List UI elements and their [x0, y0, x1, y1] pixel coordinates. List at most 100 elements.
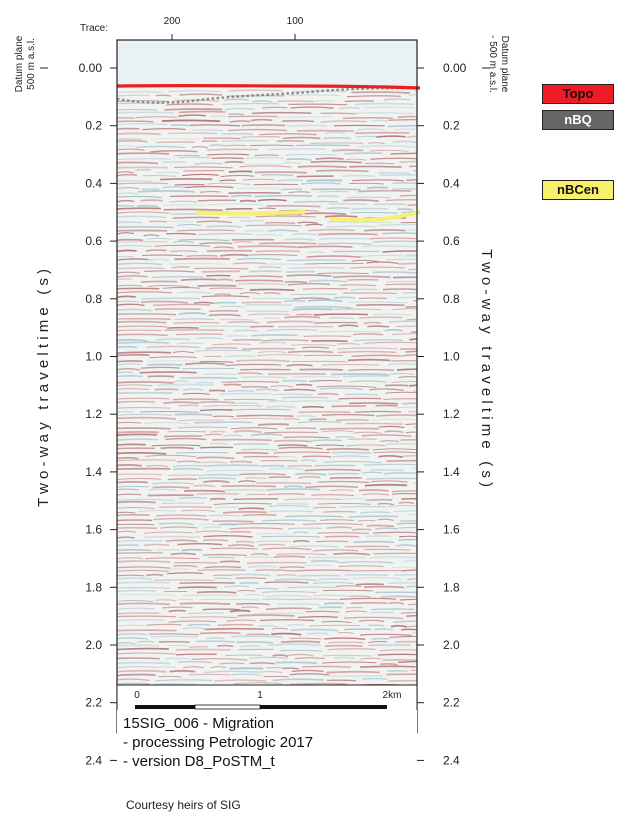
- seismic-reflector: [370, 157, 417, 160]
- seismic-reflector: [117, 607, 155, 610]
- seismic-reflector: [349, 212, 398, 214]
- seismic-reflector: [189, 124, 240, 127]
- seismic-reflector: [145, 557, 200, 560]
- seismic-reflector: [382, 659, 417, 662]
- seismic-reflector: [219, 305, 245, 308]
- seismic-reflector: [178, 238, 230, 242]
- seismic-reflector: [235, 452, 269, 455]
- seismic-reflector: [189, 646, 209, 648]
- seismic-reflector: [241, 347, 295, 351]
- seismic-reflector: [402, 292, 417, 294]
- seismic-reflector: [317, 272, 369, 275]
- seismic-reflector: [223, 383, 242, 386]
- seismic-reflector: [117, 666, 157, 669]
- seismic-reflector: [299, 368, 344, 371]
- seismic-reflector: [357, 519, 376, 522]
- seismic-reflector: [199, 190, 221, 193]
- seismic-reflector: [416, 208, 417, 211]
- seismic-reflector: [172, 351, 195, 354]
- seismic-reflector: [377, 503, 394, 506]
- seismic-reflector: [182, 388, 204, 391]
- seismic-reflector: [220, 175, 255, 178]
- seismic-reflector: [163, 401, 199, 404]
- seismic-reflector: [309, 418, 327, 421]
- seismic-reflector: [296, 383, 313, 387]
- seismic-reflector: [369, 556, 417, 559]
- seismic-reflector: [272, 678, 324, 682]
- seismic-reflector: [117, 652, 177, 655]
- seismic-reflector: [342, 375, 390, 378]
- left-tick-label-0.8: 0.8: [85, 292, 102, 306]
- seismic-reflector: [326, 225, 377, 228]
- seismic-reflector: [252, 297, 293, 300]
- seismic-reflector: [235, 577, 267, 580]
- seismic-reflector: [164, 108, 223, 111]
- seismic-reflector: [268, 263, 304, 266]
- seismic-reflector: [158, 640, 190, 643]
- seismic-reflector: [117, 560, 170, 563]
- seismic-reflector: [117, 291, 172, 294]
- seismic-reflector: [227, 321, 260, 324]
- seismic-reflector: [246, 561, 307, 564]
- seismic-reflector: [117, 111, 174, 114]
- seismic-reflector: [387, 601, 404, 605]
- seismic-reflector: [195, 530, 230, 533]
- seismic-reflector: [415, 90, 417, 92]
- seismic-reflector: [307, 228, 355, 232]
- left-tick-label-0.00: 0.00: [79, 61, 103, 75]
- seismic-reflector: [387, 124, 417, 128]
- seismic-reflector: [249, 288, 295, 292]
- seismic-reflector: [288, 103, 348, 106]
- seismic-reflector: [145, 454, 196, 458]
- seismic-reflector: [201, 295, 250, 298]
- seismic-reflector: [117, 166, 169, 169]
- seismic-reflector: [166, 103, 213, 106]
- seismic-reflector: [178, 404, 199, 407]
- seismic-reflector: [117, 569, 169, 572]
- seismic-reflector: [117, 673, 156, 677]
- legend-topo: Topo: [542, 84, 614, 104]
- seismic-reflector: [348, 301, 408, 304]
- seismic-reflector: [197, 199, 236, 202]
- seismic-reflector: [344, 393, 378, 396]
- seismic-reflector: [206, 249, 253, 253]
- left-datum-label-line2: 500 m a.s.l.: [26, 38, 37, 90]
- seismic-reflector: [280, 640, 321, 644]
- seismic-reflector: [117, 182, 168, 185]
- seismic-reflector: [198, 477, 236, 480]
- seismic-reflector: [313, 321, 358, 324]
- seismic-reflector: [191, 658, 248, 661]
- seismic-reflector: [176, 229, 235, 232]
- seismic-reflector: [117, 195, 162, 199]
- seismic-reflector: [233, 429, 262, 434]
- seismic-reflector: [415, 435, 417, 438]
- seismic-reflector: [321, 364, 380, 366]
- seismic-reflector: [355, 583, 384, 586]
- seismic-reflector: [117, 527, 158, 529]
- seismic-reflector: [117, 406, 171, 409]
- seismic-reflector: [327, 648, 376, 651]
- seismic-reflector: [151, 444, 201, 447]
- seismic-reflector: [321, 430, 354, 433]
- seismic-reflector: [279, 566, 305, 569]
- seismic-reflector: [411, 631, 417, 634]
- seismic-reflector: [225, 489, 266, 491]
- seismic-reflector: [203, 539, 229, 542]
- seismic-reflector: [352, 179, 404, 182]
- seismic-reflector: [296, 415, 316, 418]
- seismic-reflector: [117, 258, 149, 261]
- seismic-reflector: [166, 572, 204, 575]
- seismic-reflector: [173, 380, 189, 383]
- seismic-reflector: [117, 123, 168, 125]
- seismic-reflector: [217, 644, 234, 648]
- seismic-reflector: [388, 119, 417, 121]
- seismic-reflector: [238, 480, 256, 483]
- seismic-reflector: [267, 493, 305, 496]
- seismic-reflector: [376, 414, 417, 417]
- right-tick-label-0.4: 0.4: [443, 176, 460, 190]
- seismic-reflector: [281, 120, 315, 123]
- left-tick-label-1.6: 1.6: [85, 523, 102, 537]
- seismic-reflector: [146, 237, 173, 240]
- seismic-reflector: [280, 188, 303, 191]
- seismic-reflector: [208, 514, 240, 517]
